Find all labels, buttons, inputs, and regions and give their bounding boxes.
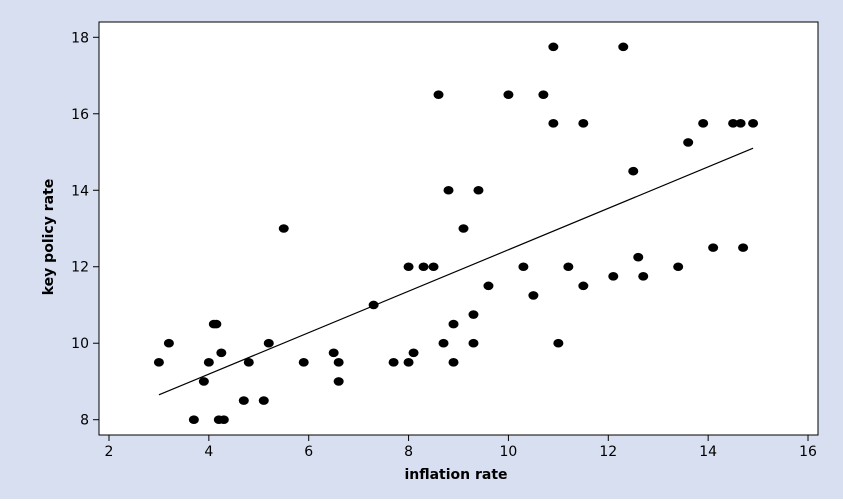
data-point <box>328 348 339 358</box>
data-point <box>163 338 174 348</box>
data-points <box>153 42 759 425</box>
data-point <box>403 358 414 367</box>
data-point <box>238 396 249 405</box>
data-point <box>333 377 344 386</box>
data-point <box>203 358 214 367</box>
data-point <box>563 262 574 272</box>
x-tick-label: 14 <box>699 444 717 460</box>
data-point <box>198 377 209 386</box>
data-point <box>188 415 199 425</box>
data-point <box>243 358 254 367</box>
data-point <box>433 90 444 99</box>
data-point <box>211 319 222 329</box>
x-tick-label: 6 <box>304 444 313 460</box>
x-tick-label: 12 <box>599 444 617 460</box>
data-point <box>618 42 629 52</box>
data-point <box>748 119 759 128</box>
data-point <box>408 348 419 358</box>
y-tick-label: 12 <box>71 260 89 276</box>
data-point <box>438 338 449 348</box>
y-tick-label: 8 <box>80 413 89 429</box>
x-tick-label: 16 <box>799 444 817 460</box>
y-tick-label: 10 <box>71 336 89 352</box>
data-point <box>468 338 479 348</box>
data-point <box>218 415 229 425</box>
x-tick-label: 2 <box>105 444 114 460</box>
x-tick-label: 8 <box>404 444 413 460</box>
data-point <box>735 119 746 128</box>
data-point <box>483 281 494 291</box>
data-point <box>738 243 749 252</box>
x-axis: 2 4 6 8 10 12 14 16 <box>105 435 817 460</box>
data-point <box>608 272 619 281</box>
data-point <box>673 262 684 272</box>
data-point <box>216 348 227 358</box>
data-point <box>448 319 459 329</box>
data-point <box>708 243 719 252</box>
data-point <box>638 272 649 281</box>
data-point <box>503 90 514 99</box>
y-axis: 8 10 12 14 16 18 <box>71 30 99 429</box>
data-point <box>628 166 639 176</box>
data-point <box>518 262 529 272</box>
data-point <box>333 358 344 367</box>
y-axis-label: key policy rate <box>41 179 57 296</box>
data-point <box>728 119 739 128</box>
data-point <box>418 262 429 272</box>
data-point <box>698 119 709 128</box>
data-point <box>473 185 484 195</box>
data-point <box>578 281 589 291</box>
data-point <box>458 224 469 233</box>
y-tick-label: 18 <box>71 30 89 46</box>
y-tick-label: 16 <box>71 107 89 123</box>
data-point <box>153 358 164 367</box>
data-point <box>528 291 539 300</box>
data-point <box>443 185 454 195</box>
data-point <box>538 90 549 99</box>
data-point <box>683 138 694 147</box>
data-point <box>548 119 559 128</box>
data-point <box>258 396 269 405</box>
data-point <box>548 42 559 52</box>
regression-line <box>158 147 754 396</box>
data-point <box>448 358 459 367</box>
data-point <box>578 119 589 128</box>
x-axis-label: inflation rate <box>404 467 507 483</box>
data-point <box>428 262 439 272</box>
data-point <box>368 300 379 310</box>
data-point <box>278 224 289 233</box>
data-point <box>468 310 479 319</box>
data-point <box>298 358 309 367</box>
data-point <box>553 338 564 348</box>
data-point <box>633 252 644 262</box>
data-point <box>263 338 274 348</box>
x-tick-label: 4 <box>204 444 213 460</box>
data-point <box>403 262 414 272</box>
x-tick-label: 10 <box>500 444 518 460</box>
data-point <box>388 358 399 367</box>
y-tick-label: 14 <box>71 183 89 199</box>
